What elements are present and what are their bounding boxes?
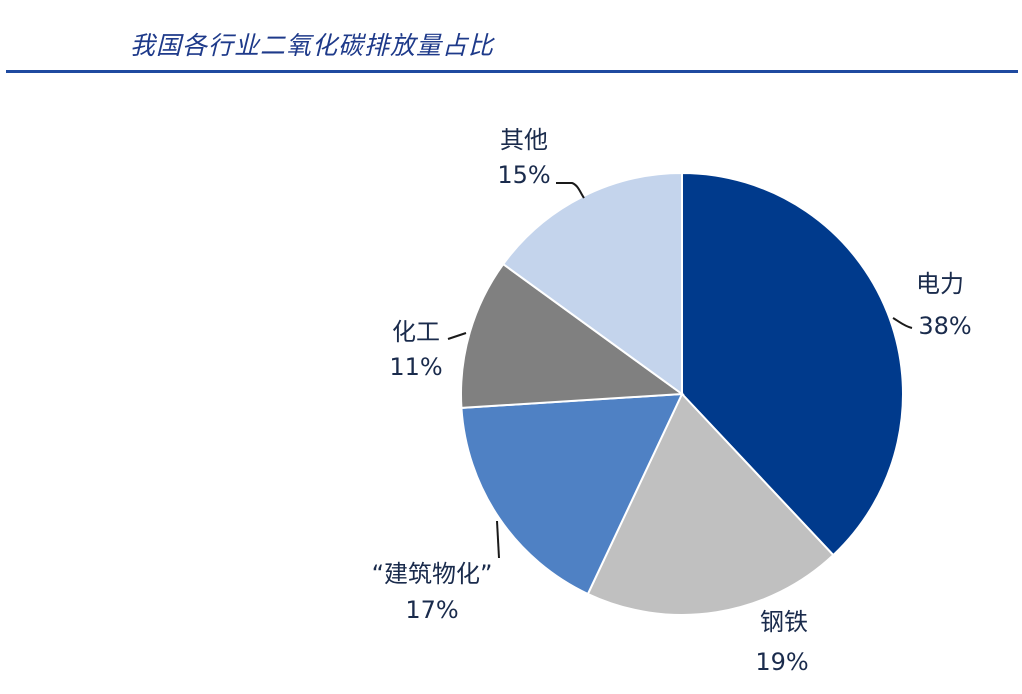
slice-name-label: 化工	[392, 318, 440, 346]
pie-slices	[460, 171, 904, 616]
slice-name-label: “建筑物化”	[372, 560, 493, 588]
slice-percent-label: 11%	[389, 353, 442, 381]
pie-slice-3	[460, 392, 684, 596]
pie-slice-5	[501, 171, 683, 396]
chart-title: 我国各行业二氧化碳排放量占比	[130, 31, 495, 60]
slice-percent-label: 38%	[918, 312, 971, 340]
title-divider	[6, 70, 1018, 73]
slice-name-label: 其他	[500, 126, 548, 154]
leader-line-3	[496, 520, 500, 559]
slice-name-label: 电力	[916, 270, 964, 298]
slice-name-label: 钢铁	[760, 608, 808, 636]
pie-slice-4	[460, 262, 685, 409]
slice-percent-label: 17%	[405, 596, 458, 624]
slice-labels: 电力 38% 钢铁 19% “建筑物化” 17% 化工 11% 其他 15%	[372, 126, 972, 676]
leader-lines	[447, 182, 913, 559]
leader-line-5	[556, 182, 585, 199]
leader-line-1	[892, 317, 913, 329]
slice-percent-label: 19%	[755, 648, 808, 676]
pie-slice-2	[586, 392, 835, 616]
pie-slice-1	[681, 171, 904, 557]
slice-percent-label: 15%	[497, 161, 550, 189]
leader-line-4	[447, 332, 467, 340]
